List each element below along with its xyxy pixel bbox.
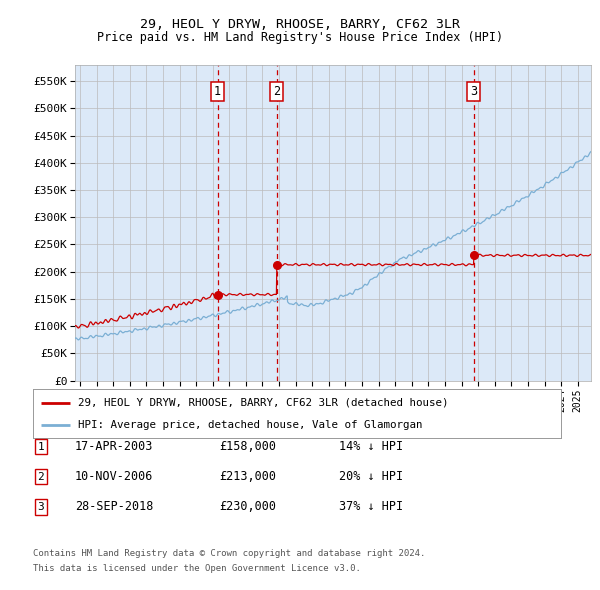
Text: HPI: Average price, detached house, Vale of Glamorgan: HPI: Average price, detached house, Vale… [78, 419, 422, 430]
Text: 17-APR-2003: 17-APR-2003 [75, 440, 154, 453]
Text: 29, HEOL Y DRYW, RHOOSE, BARRY, CF62 3LR: 29, HEOL Y DRYW, RHOOSE, BARRY, CF62 3LR [140, 18, 460, 31]
Text: 1: 1 [214, 85, 221, 98]
Text: 28-SEP-2018: 28-SEP-2018 [75, 500, 154, 513]
Text: 14% ↓ HPI: 14% ↓ HPI [339, 440, 403, 453]
Text: 3: 3 [37, 502, 44, 512]
Text: 2: 2 [37, 472, 44, 481]
Text: 20% ↓ HPI: 20% ↓ HPI [339, 470, 403, 483]
Text: 1: 1 [37, 442, 44, 451]
Text: Price paid vs. HM Land Registry's House Price Index (HPI): Price paid vs. HM Land Registry's House … [97, 31, 503, 44]
Text: 3: 3 [470, 85, 478, 98]
Text: £213,000: £213,000 [219, 470, 276, 483]
Text: £230,000: £230,000 [219, 500, 276, 513]
Text: Contains HM Land Registry data © Crown copyright and database right 2024.: Contains HM Land Registry data © Crown c… [33, 549, 425, 558]
Text: 29, HEOL Y DRYW, RHOOSE, BARRY, CF62 3LR (detached house): 29, HEOL Y DRYW, RHOOSE, BARRY, CF62 3LR… [78, 398, 448, 408]
Text: £158,000: £158,000 [219, 440, 276, 453]
Text: 10-NOV-2006: 10-NOV-2006 [75, 470, 154, 483]
Text: This data is licensed under the Open Government Licence v3.0.: This data is licensed under the Open Gov… [33, 565, 361, 573]
Text: 37% ↓ HPI: 37% ↓ HPI [339, 500, 403, 513]
Text: 2: 2 [273, 85, 280, 98]
